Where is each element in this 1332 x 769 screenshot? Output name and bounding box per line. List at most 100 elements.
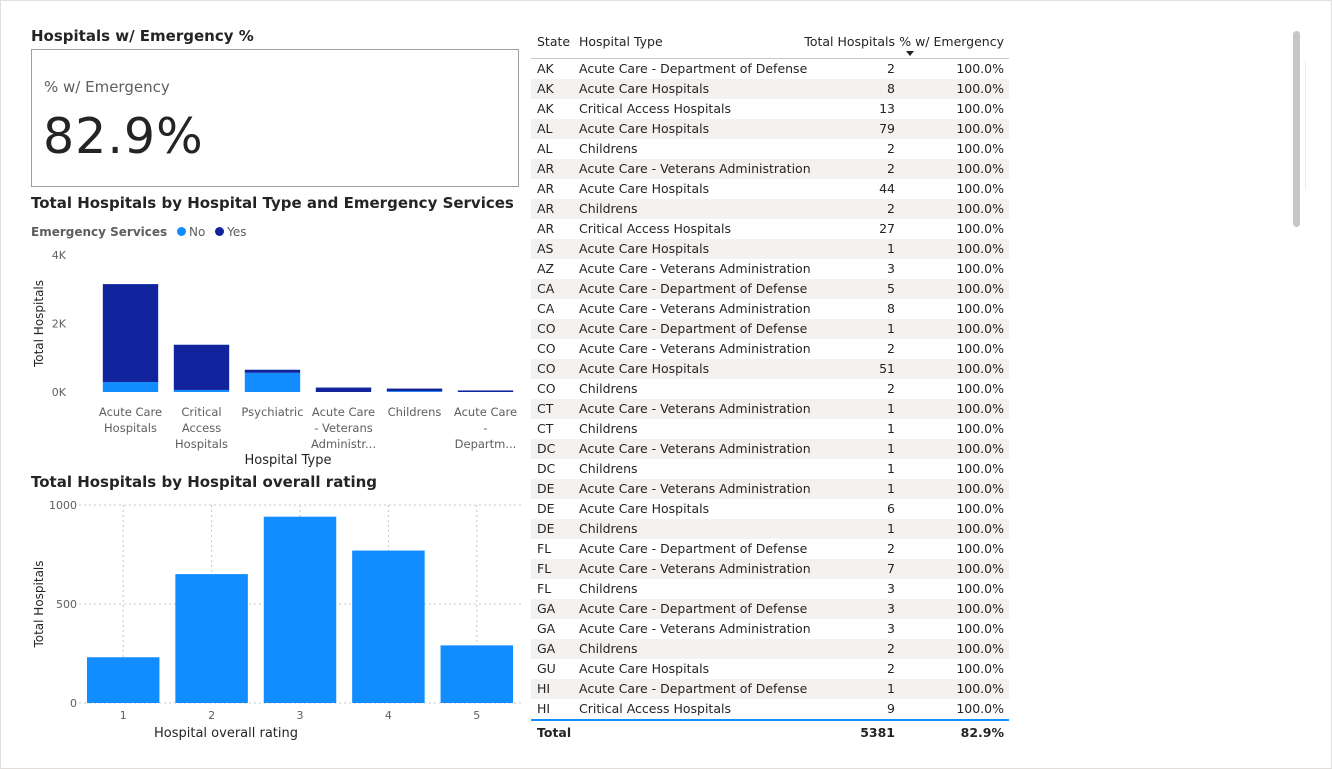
x-axis-title: Hospital Type bbox=[244, 453, 331, 468]
cell-total-hospitals: 8 bbox=[887, 81, 895, 96]
table-row[interactable]: AS Acute Care Hospitals 1 100.0% bbox=[531, 239, 1009, 259]
cell-hospital-type: Acute Care - Department of Defense bbox=[579, 681, 808, 696]
table-row[interactable]: DE Acute Care - Veterans Administration 1 1… bbox=[531, 479, 1009, 499]
table-row[interactable]: GU Acute Care Hospitals 2 100.0% bbox=[531, 659, 1009, 679]
cell-hospital-type: Critical Access Hospitals bbox=[579, 101, 731, 116]
table-row[interactable]: CO Acute Care Hospitals 51 100.0% bbox=[531, 359, 1009, 379]
chart1-title: Total Hospitals by Hospital Type and Eme… bbox=[31, 194, 514, 212]
kpi-card[interactable]: % w/ Emergency 82.9% bbox=[31, 49, 519, 187]
y-axis-title: Total Hospitals bbox=[32, 280, 46, 368]
cell-state: AR bbox=[537, 161, 555, 176]
table-row[interactable]: GA Acute Care - Department of Defense 3 100… bbox=[531, 599, 1009, 619]
table-row[interactable]: AK Acute Care - Department of Defense 2 100… bbox=[531, 59, 1009, 79]
header-state[interactable]: State bbox=[537, 34, 571, 49]
x-tick-label: Administr... bbox=[311, 437, 376, 451]
cell-pct-emergency: 100.0% bbox=[956, 321, 1004, 336]
cell-state: AL bbox=[537, 121, 553, 136]
cell-total-hospitals: 44 bbox=[879, 181, 895, 196]
hospitals-table[interactable]: State Hospital Type Total Hospitals % w/… bbox=[531, 31, 1009, 745]
bar-no bbox=[102, 382, 159, 392]
x-tick-label: 1 bbox=[120, 709, 127, 722]
x-tick-label: Access bbox=[182, 421, 221, 435]
table-row[interactable]: DE Acute Care Hospitals 6 100.0% bbox=[531, 499, 1009, 519]
table-row[interactable]: CO Acute Care - Veterans Administration 2 1… bbox=[531, 339, 1009, 359]
x-tick-label: Hospitals bbox=[175, 437, 228, 451]
cell-state: CA bbox=[537, 301, 555, 316]
table-row[interactable]: AR Acute Care - Veterans Administration 2 1… bbox=[531, 159, 1009, 179]
table-row[interactable]: FL Acute Care - Veterans Administration 7 1… bbox=[531, 559, 1009, 579]
cell-hospital-type: Critical Access Hospitals bbox=[579, 701, 731, 716]
header-pct-emergency[interactable]: % w/ Emergency bbox=[899, 34, 1004, 49]
table-row[interactable]: AZ Acute Care - Veterans Administration 3 1… bbox=[531, 259, 1009, 279]
cell-state: HI bbox=[537, 701, 551, 716]
table-row[interactable]: AR Critical Access Hospitals 27 100.0% bbox=[531, 219, 1009, 239]
table-row[interactable]: DE Childrens 1 100.0% bbox=[531, 519, 1009, 539]
cell-hospital-type: Acute Care Hospitals bbox=[579, 661, 710, 676]
cell-hospital-type: Acute Care - Department of Defense bbox=[579, 321, 808, 336]
bar-yes bbox=[386, 388, 443, 392]
table-row[interactable]: AL Childrens 2 100.0% bbox=[531, 139, 1009, 159]
table-row[interactable]: AL Acute Care Hospitals 79 100.0% bbox=[531, 119, 1009, 139]
cell-total-hospitals: 2 bbox=[887, 201, 895, 216]
cell-hospital-type: Childrens bbox=[579, 381, 638, 396]
bar-rating-5 bbox=[440, 645, 514, 703]
x-tick-label: 3 bbox=[297, 709, 304, 722]
cell-hospital-type: Acute Care - Veterans Administration bbox=[579, 261, 811, 276]
table-row[interactable]: GA Acute Care - Veterans Administration 3 1… bbox=[531, 619, 1009, 639]
kpi-title: Hospitals w/ Emergency % bbox=[31, 27, 254, 45]
table-row[interactable]: AK Critical Access Hospitals 13 100.0% bbox=[531, 99, 1009, 119]
table-row[interactable]: AK Acute Care Hospitals 8 100.0% bbox=[531, 79, 1009, 99]
kpi-value: 82.9% bbox=[43, 108, 204, 165]
table-row[interactable]: CT Acute Care - Veterans Administration 1 1… bbox=[531, 399, 1009, 419]
table-row[interactable]: DC Acute Care - Veterans Administration 1 1… bbox=[531, 439, 1009, 459]
table-row[interactable]: FL Acute Care - Department of Defense 2 100… bbox=[531, 539, 1009, 559]
table-row[interactable]: DC Childrens 1 100.0% bbox=[531, 459, 1009, 479]
table-row[interactable]: CO Childrens 2 100.0% bbox=[531, 379, 1009, 399]
table-row[interactable]: GA Childrens 2 100.0% bbox=[531, 639, 1009, 659]
cell-pct-emergency: 100.0% bbox=[956, 621, 1004, 636]
legend-yes-marker bbox=[215, 227, 225, 236]
cell-hospital-type: Childrens bbox=[579, 521, 638, 536]
table-row[interactable]: CA Acute Care - Veterans Administration 8 1… bbox=[531, 299, 1009, 319]
cell-total-hospitals: 5 bbox=[887, 281, 895, 296]
table-row[interactable]: FL Childrens 3 100.0% bbox=[531, 579, 1009, 599]
header-hospital-type[interactable]: Hospital Type bbox=[579, 34, 663, 49]
chart1-legend[interactable]: Emergency Services No Yes bbox=[31, 225, 247, 239]
cell-hospital-type: Acute Care Hospitals bbox=[579, 181, 710, 196]
cell-total-hospitals: 1 bbox=[887, 401, 895, 416]
header-total-hospitals[interactable]: Total Hospitals bbox=[804, 34, 895, 49]
table-row[interactable]: AR Childrens 2 100.0% bbox=[531, 199, 1009, 219]
bar-yes bbox=[173, 344, 230, 390]
chart-hospital-type[interactable]: 0K 2K 4K Total Hospitals Acute Care Hospitals… bbox=[1, 241, 521, 471]
cell-state: GA bbox=[537, 601, 556, 616]
table-row[interactable]: CT Childrens 1 100.0% bbox=[531, 419, 1009, 439]
table-row[interactable]: AR Acute Care Hospitals 44 100.0% bbox=[531, 179, 1009, 199]
cell-total-hospitals: 2 bbox=[887, 161, 895, 176]
cell-pct-emergency: 100.0% bbox=[956, 481, 1004, 496]
table-row[interactable]: CO Acute Care - Department of Defense 1 100… bbox=[531, 319, 1009, 339]
cell-pct-emergency: 100.0% bbox=[956, 381, 1004, 396]
table-row[interactable]: HI Acute Care - Department of Defense 1 100… bbox=[531, 679, 1009, 699]
cell-hospital-type: Acute Care Hospitals bbox=[579, 501, 710, 516]
cell-state: DC bbox=[537, 461, 556, 476]
cell-hospital-type: Acute Care - Veterans Administration bbox=[579, 621, 811, 636]
x-tick-label: Acute Care bbox=[312, 405, 375, 419]
cell-pct-emergency: 100.0% bbox=[956, 221, 1004, 236]
sort-descending-icon[interactable] bbox=[906, 51, 914, 56]
y-tick-label: 500 bbox=[56, 598, 77, 611]
chart-overall-rating[interactable]: 0 500 1000 1 2 3 4 5 Total Hospitals Hospital ove… bbox=[1, 493, 526, 753]
cell-state: FL bbox=[537, 541, 552, 556]
cell-pct-emergency: 100.0% bbox=[956, 541, 1004, 556]
cell-total-hospitals: 2 bbox=[887, 61, 895, 76]
table-scrollbar[interactable] bbox=[1293, 31, 1300, 227]
cell-hospital-type: Acute Care Hospitals bbox=[579, 241, 710, 256]
cell-state: CO bbox=[537, 321, 556, 336]
table-row[interactable]: HI Critical Access Hospitals 9 100.0% bbox=[531, 699, 1009, 719]
cell-pct-emergency: 100.0% bbox=[956, 601, 1004, 616]
x-tick-label: - bbox=[483, 421, 487, 435]
cell-total-hospitals: 3 bbox=[887, 581, 895, 596]
cell-total-hospitals: 1 bbox=[887, 421, 895, 436]
cell-state: DE bbox=[537, 481, 555, 496]
table-row[interactable]: CA Acute Care - Department of Defense 5 100… bbox=[531, 279, 1009, 299]
cell-pct-emergency: 100.0% bbox=[956, 581, 1004, 596]
